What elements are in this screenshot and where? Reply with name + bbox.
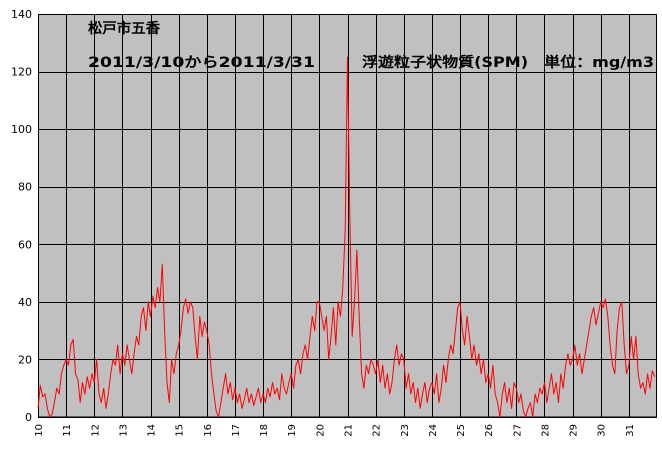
x-tick-label: 22 <box>372 424 383 437</box>
y-tick-label: 60 <box>18 238 32 251</box>
x-tick-label: 28 <box>540 424 551 437</box>
x-tick-label: 13 <box>118 424 129 437</box>
y-tick-label: 120 <box>11 66 32 79</box>
x-tick-label: 12 <box>90 424 101 437</box>
y-tick-label: 80 <box>18 181 32 194</box>
y-tick-label: 140 <box>11 8 32 21</box>
x-tick-label: 30 <box>597 424 608 437</box>
y-tick-label: 0 <box>25 411 32 424</box>
x-tick-label: 19 <box>287 424 298 437</box>
x-axis-tick-labels: 10 11 12 13 14 15 16 17 18 19 20 21 22 23 24 25 26 27 28 29… <box>34 424 636 437</box>
x-tick-label: 20 <box>315 424 326 437</box>
x-tick-label: 17 <box>231 424 242 437</box>
y-tick-label: 20 <box>18 353 32 366</box>
series-line-spm <box>37 56 656 418</box>
x-tick-label: 11 <box>62 424 73 437</box>
vertical-grid <box>66 14 630 417</box>
x-tick-label: 23 <box>400 424 411 437</box>
plot-border <box>38 14 657 418</box>
chart-subtitle: 2011/3/10から2011/3/31 <box>88 55 315 71</box>
x-tick-label: 26 <box>484 424 495 437</box>
x-tick-label: 31 <box>625 424 636 437</box>
x-tick-label: 10 <box>34 424 45 437</box>
x-tick-label: 29 <box>569 424 580 437</box>
x-tick-label: 15 <box>175 424 186 437</box>
y-axis-tick-labels: 0 20 40 60 80 100 120 140 <box>11 8 32 424</box>
x-tick-label: 21 <box>344 424 355 437</box>
x-tick-label: 16 <box>203 424 214 437</box>
x-tick-label: 18 <box>259 424 270 437</box>
x-tick-label: 25 <box>456 424 467 437</box>
y-tick-label: 40 <box>18 296 32 309</box>
chart-annotation: 浮遊粒子状物質(SPM) 単位：mg/m3 <box>362 54 654 71</box>
chart-title: 松戸市五香 <box>88 20 161 37</box>
x-tick-label: 27 <box>512 424 523 437</box>
x-tick-label: 24 <box>428 424 439 437</box>
x-tick-label: 14 <box>147 424 158 437</box>
y-tick-label: 100 <box>11 123 32 136</box>
